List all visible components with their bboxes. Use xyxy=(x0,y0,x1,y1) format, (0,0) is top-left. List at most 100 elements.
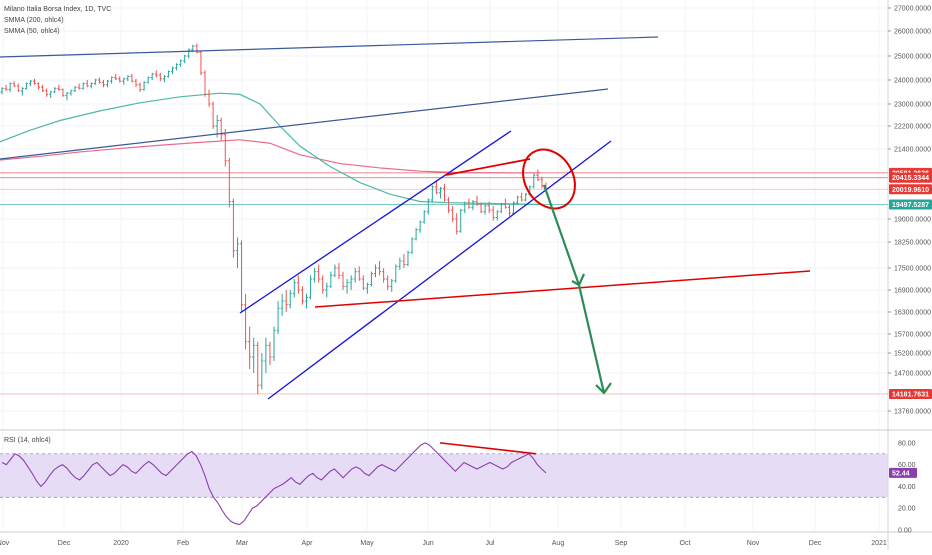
candle xyxy=(434,181,438,195)
candle xyxy=(248,326,252,369)
rsi-band xyxy=(0,453,888,498)
candle xyxy=(256,341,260,395)
candle xyxy=(357,266,361,281)
candle xyxy=(406,250,410,267)
candle xyxy=(171,66,175,74)
candle xyxy=(378,261,382,276)
candle xyxy=(12,81,16,88)
rsi-divergence-line[interactable] xyxy=(439,442,537,455)
time-tick-label: Feb xyxy=(177,540,189,547)
red-circle-annotation[interactable] xyxy=(513,140,586,218)
channel-upper-line[interactable] xyxy=(239,130,512,314)
indicator-smma200-label[interactable]: SMMA (200, ohlc4) xyxy=(4,17,64,24)
smma50-line xyxy=(0,92,541,206)
chart-title: Milano Italia Borsa Index, 1D, TVC xyxy=(4,6,112,13)
green-arrow-shaft-1[interactable] xyxy=(542,184,581,286)
candle xyxy=(536,169,540,182)
candle xyxy=(130,74,134,83)
time-tick-label: Nov xyxy=(747,540,760,547)
candle xyxy=(57,84,61,91)
candle xyxy=(329,271,333,289)
candle xyxy=(369,271,373,287)
long-trend-line-top[interactable] xyxy=(0,36,659,58)
indicator-smma50-label[interactable]: SMMA (50, ohlc4) xyxy=(4,28,60,35)
time-axis[interactable]: Nov Dec 2020 Feb Mar Apr May Jun Jul Aug Sep Oct Nov… xyxy=(0,540,887,547)
candle xyxy=(207,89,211,107)
candle xyxy=(118,76,122,83)
price-tick-label: 19000.0000 xyxy=(894,217,931,224)
time-tick-label: Nov xyxy=(0,540,10,547)
price-label-box xyxy=(889,199,932,210)
candle xyxy=(0,87,4,95)
candle xyxy=(134,78,138,88)
price-tick-label: 26000.0000 xyxy=(894,29,931,36)
long-trend-line-middle[interactable] xyxy=(0,88,609,160)
candle xyxy=(142,81,146,91)
rsi-tick-label: 0.00 xyxy=(898,528,912,535)
green-arrow-head-2[interactable] xyxy=(595,382,612,395)
time-tick-label: Sep xyxy=(615,540,628,547)
channel-lower-line[interactable] xyxy=(267,140,612,400)
candle xyxy=(280,293,284,316)
candle xyxy=(292,279,296,298)
candle xyxy=(77,83,81,90)
candle xyxy=(503,198,507,209)
price-label: 14181.7631 xyxy=(892,391,929,398)
price-tick-label: 14700.0000 xyxy=(894,371,931,378)
candle xyxy=(495,210,499,221)
candle xyxy=(166,70,170,78)
candle xyxy=(361,275,365,290)
red-divergence-line[interactable] xyxy=(445,158,531,176)
candle xyxy=(28,80,32,86)
candle xyxy=(235,237,239,268)
candle xyxy=(483,204,487,215)
candle xyxy=(321,275,325,294)
candle xyxy=(463,201,467,214)
candle xyxy=(479,202,483,214)
time-tick-label: 2021 xyxy=(871,540,887,547)
candle xyxy=(422,210,426,224)
candle xyxy=(365,282,369,294)
candle xyxy=(93,78,97,85)
candle xyxy=(89,82,93,89)
rsi-label[interactable]: RSI (14, ohlc4) xyxy=(4,437,51,444)
candle xyxy=(20,87,24,96)
candles-layer xyxy=(0,43,548,395)
candle xyxy=(300,286,304,305)
candle xyxy=(455,213,459,235)
candle xyxy=(451,205,455,223)
candle xyxy=(37,82,41,90)
candle xyxy=(41,84,45,92)
candle xyxy=(158,72,162,82)
price-tick-label: 25000.0000 xyxy=(894,54,931,61)
candle xyxy=(264,337,268,373)
price-tick-label: 18250.0000 xyxy=(894,240,931,247)
candle xyxy=(101,80,105,88)
candle xyxy=(150,72,154,80)
candle xyxy=(138,82,142,92)
candle xyxy=(341,271,345,290)
candle xyxy=(333,264,337,278)
rsi-tick-label: 40.00 xyxy=(898,484,916,491)
price-label: 20415.3344 xyxy=(892,175,929,182)
grid xyxy=(0,0,888,530)
candle xyxy=(459,208,463,233)
candle xyxy=(382,268,386,283)
candle xyxy=(81,82,85,90)
candle xyxy=(154,70,158,78)
candle xyxy=(85,80,89,88)
drawings-layer[interactable] xyxy=(0,36,811,400)
candle xyxy=(162,75,166,83)
candle xyxy=(309,275,313,300)
time-tick-label: Aug xyxy=(552,540,565,547)
candle xyxy=(524,192,528,202)
candle xyxy=(304,293,308,309)
rsi-tick-label: 20.00 xyxy=(898,506,916,513)
green-arrow-shaft-2[interactable] xyxy=(577,284,606,394)
candle xyxy=(288,290,292,309)
candle xyxy=(426,198,430,215)
red-support-line[interactable] xyxy=(314,270,811,308)
